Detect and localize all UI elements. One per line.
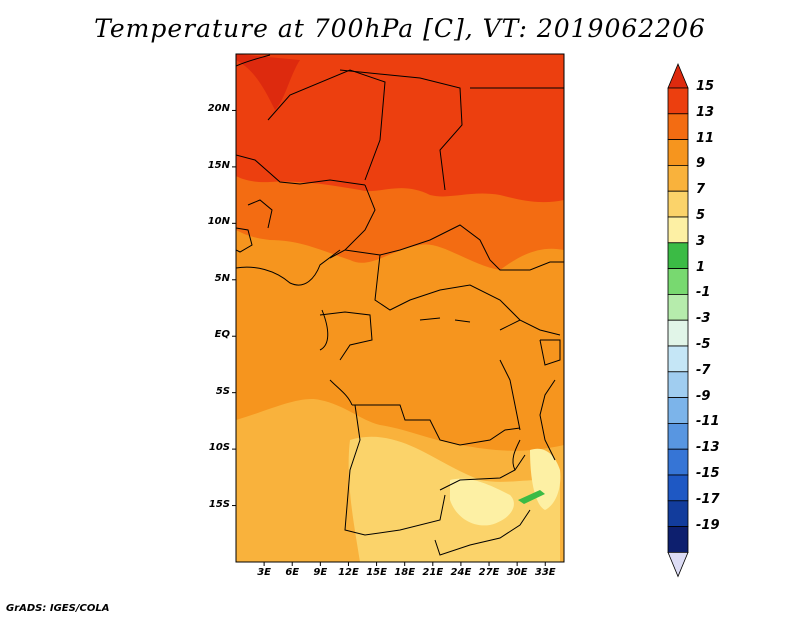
colorbar-segment [667, 139, 689, 166]
lon-tick-label: 21E [422, 567, 444, 578]
lon-tick-label: 30E [506, 567, 528, 578]
lat-tick-label: 15N [207, 159, 230, 171]
field-hot [236, 54, 564, 203]
lat-tick-label: 20N [207, 103, 230, 115]
colorbar-segment [667, 242, 689, 270]
colorbar-segment [667, 371, 689, 398]
lon-tick-label: 24E [450, 567, 472, 578]
lon-tick-label: 3E [257, 567, 271, 578]
colorbar-label: -7 [696, 362, 711, 378]
colorbar-label: 3 [696, 233, 706, 249]
colorbar-segment [667, 268, 689, 295]
field-green [518, 490, 545, 504]
colorbar-label: -13 [696, 440, 720, 456]
colorbar-label: -17 [696, 491, 720, 507]
colorbar-segment [667, 397, 689, 424]
colorbar-segment [667, 113, 689, 141]
colorbar-top-arrow [667, 62, 689, 89]
colorbar-label: 11 [696, 130, 715, 146]
lat-tick-label: 5S [215, 385, 230, 397]
colorbar-segment [667, 293, 689, 321]
lat-tick-label: 10S [208, 442, 230, 454]
lat-tick-label: 5N [214, 272, 230, 284]
colorbar-segment [667, 190, 689, 218]
colorbar [667, 62, 689, 578]
lon-tick-label: 27E [478, 567, 500, 578]
field-cool-2 [450, 478, 514, 526]
colorbar-label: -11 [696, 414, 720, 430]
lon-tick-label: 33E [534, 567, 556, 578]
colorbar-label: 15 [696, 79, 715, 94]
colorbar-segment [667, 474, 689, 502]
colorbar-bottom-arrow [667, 552, 689, 578]
colorbar-label: -9 [696, 388, 711, 404]
colorbar-label: 9 [696, 156, 706, 172]
grads-credit: GrADS: IGES/COLA [6, 603, 110, 614]
lon-ticks [263, 562, 546, 566]
lat-tick-label: 15S [208, 498, 230, 510]
lon-tick-label: 9E [313, 567, 328, 578]
colorbar-label: -19 [696, 517, 720, 533]
colorbar-label: -5 [696, 337, 711, 352]
colorbar-label: 13 [696, 104, 715, 120]
colorbar-segment [667, 500, 689, 527]
colorbar-segment [667, 164, 689, 192]
colorbar-label: 1 [696, 259, 706, 275]
lat-ticks [232, 109, 236, 507]
colorbar-segment [667, 422, 689, 450]
borders [236, 54, 564, 556]
lon-tick-label: 12E [338, 567, 359, 578]
lon-tick-label: 15E [366, 567, 387, 578]
field-hottest [236, 54, 300, 110]
temperature-field [236, 54, 564, 562]
colorbar-label: 5 [696, 208, 706, 223]
colorbar-label: -3 [696, 311, 711, 327]
map-border [235, 53, 565, 563]
colorbar-segment [667, 87, 689, 115]
colorbar-segment [667, 319, 689, 347]
lon-tick-label: 6E [285, 567, 300, 578]
colorbar-segment [667, 448, 689, 476]
colorbar-segment [667, 216, 689, 244]
lat-tick-label: EQ [214, 329, 230, 341]
colorbar-label: 7 [696, 182, 706, 198]
colorbar-segment [667, 345, 689, 373]
chart-title: Temperature at 700hPa [C], VT: 201906220… [94, 14, 706, 43]
colorbar-label: -15 [696, 466, 720, 481]
lon-tick-label: 18E [394, 567, 416, 578]
lat-tick-label: 10N [207, 216, 230, 228]
colorbar-label: -1 [696, 285, 711, 301]
colorbar-segment [667, 526, 689, 553]
